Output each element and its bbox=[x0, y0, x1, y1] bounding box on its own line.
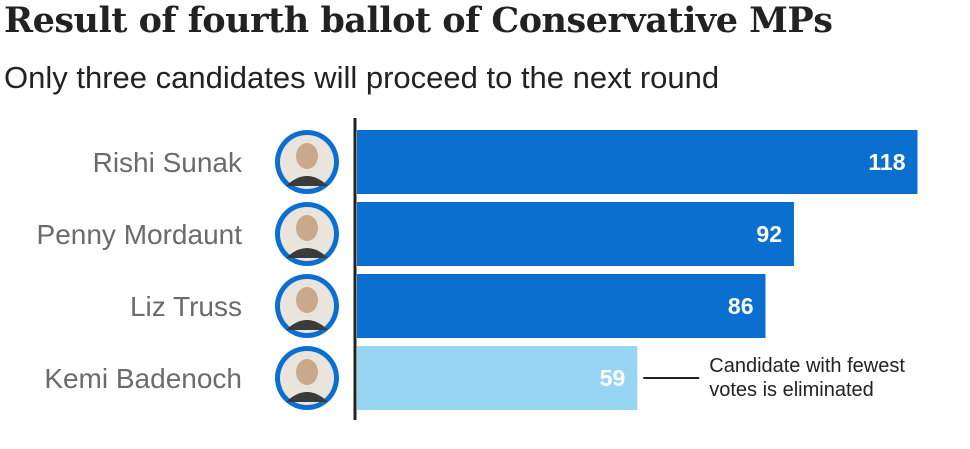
avatar-head-icon bbox=[296, 215, 318, 241]
category-label: Rishi Sunak bbox=[93, 147, 243, 178]
bar bbox=[357, 202, 794, 266]
chart-title: Result of fourth ballot of Conservative … bbox=[4, 0, 833, 41]
avatar-head-icon bbox=[296, 287, 318, 313]
avatar-head-icon bbox=[296, 143, 318, 169]
avatar-head-icon bbox=[296, 359, 318, 385]
avatar-shoulders-icon bbox=[286, 248, 328, 258]
category-label: Liz Truss bbox=[130, 291, 242, 322]
avatar-shoulders-icon bbox=[286, 176, 328, 186]
avatar-shoulders-icon bbox=[286, 392, 328, 402]
annotation-text: Candidate with fewest bbox=[709, 355, 905, 377]
category-label: Kemi Badenoch bbox=[44, 363, 242, 394]
chart-subtitle: Only three candidates will proceed to th… bbox=[4, 60, 720, 95]
value-label: 92 bbox=[756, 221, 782, 247]
annotation-text: votes is eliminated bbox=[709, 379, 874, 401]
value-label: 86 bbox=[728, 293, 754, 319]
category-label: Penny Mordaunt bbox=[37, 219, 243, 250]
bar bbox=[357, 346, 638, 410]
value-label: 118 bbox=[868, 149, 905, 175]
bar bbox=[357, 274, 766, 338]
avatar-shoulders-icon bbox=[286, 320, 328, 330]
value-label: 59 bbox=[600, 365, 626, 391]
bar bbox=[357, 130, 918, 194]
